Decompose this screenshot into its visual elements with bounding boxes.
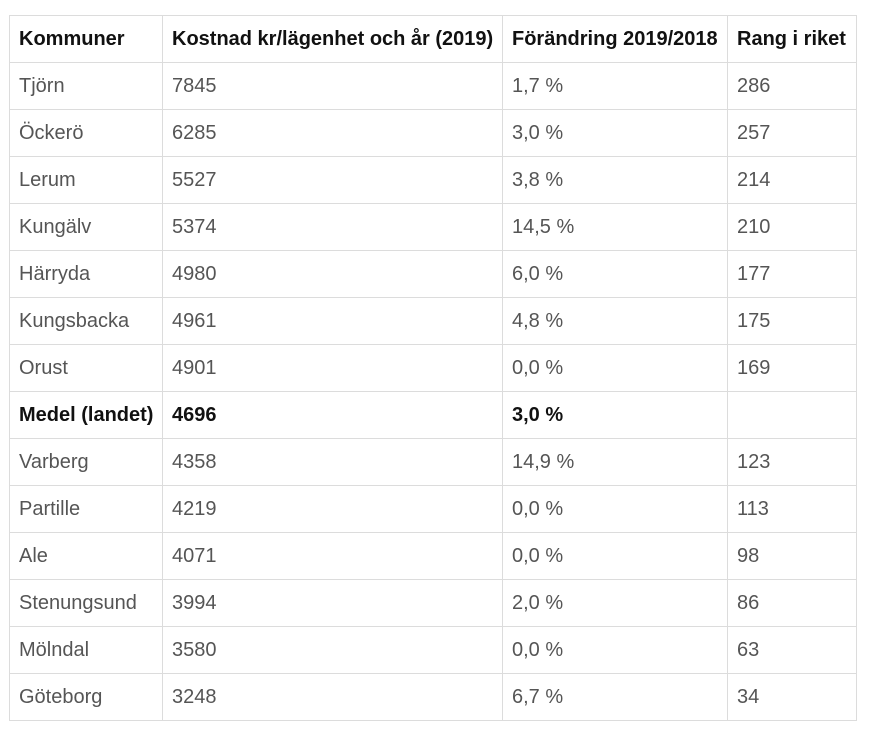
- cell-kommun: Härryda: [9, 250, 163, 298]
- cell-forandring: 2,0 %: [502, 579, 728, 627]
- table-row: Varberg 4358 14,9 % 123: [9, 438, 857, 486]
- cell-kommun: Varberg: [9, 438, 163, 486]
- table-row: Kungsbacka 4961 4,8 % 175: [9, 297, 857, 345]
- table-row: Mölndal 3580 0,0 % 63: [9, 626, 857, 674]
- cell-kommun: Lerum: [9, 156, 163, 204]
- cell-kommun: Orust: [9, 344, 163, 392]
- cell-forandring: 1,7 %: [502, 62, 728, 110]
- cell-kommun: Ale: [9, 532, 163, 580]
- cell-kostnad: 5527: [162, 156, 503, 204]
- cell-kommun: Tjörn: [9, 62, 163, 110]
- table-row: Stenungsund 3994 2,0 % 86: [9, 579, 857, 627]
- cell-rang: 177: [727, 250, 857, 298]
- cell-rang: 214: [727, 156, 857, 204]
- header-kommuner: Kommuner: [9, 15, 163, 63]
- header-forandring: Förändring 2019/2018: [502, 15, 728, 63]
- table-row: Tjörn 7845 1,7 % 286: [9, 62, 857, 110]
- cell-kostnad: 5374: [162, 203, 503, 251]
- cell-kommun: Göteborg: [9, 673, 163, 721]
- table-row: Öckerö 6285 3,0 % 257: [9, 109, 857, 157]
- cell-kommun: Mölndal: [9, 626, 163, 674]
- cell-kostnad: 3994: [162, 579, 503, 627]
- table-row: Lerum 5527 3,8 % 214: [9, 156, 857, 204]
- cell-forandring: 0,0 %: [502, 485, 728, 533]
- cell-rang: 257: [727, 109, 857, 157]
- cell-rang: 169: [727, 344, 857, 392]
- cell-kostnad: 3248: [162, 673, 503, 721]
- cell-forandring: 0,0 %: [502, 626, 728, 674]
- cell-forandring: 4,8 %: [502, 297, 728, 345]
- table-row: Härryda 4980 6,0 % 177: [9, 250, 857, 298]
- header-kostnad: Kostnad kr/lägenhet och år (2019): [162, 15, 503, 63]
- cell-kommun: Partille: [9, 485, 163, 533]
- cell-forandring: 3,0 %: [502, 109, 728, 157]
- cell-rang: 113: [727, 485, 857, 533]
- cell-rang: 34: [727, 673, 857, 721]
- cell-forandring: 14,9 %: [502, 438, 728, 486]
- cell-kostnad: 4696: [162, 391, 503, 439]
- cell-kommun: Stenungsund: [9, 579, 163, 627]
- cell-forandring: 3,0 %: [502, 391, 728, 439]
- kommun-cost-table: Kommuner Kostnad kr/lägenhet och år (201…: [9, 15, 857, 721]
- cell-forandring: 3,8 %: [502, 156, 728, 204]
- table-body: Tjörn 7845 1,7 % 286 Öckerö 6285 3,0 % 257 Lerum…: [9, 62, 857, 721]
- cell-kostnad: 7845: [162, 62, 503, 110]
- cell-forandring: 6,7 %: [502, 673, 728, 721]
- cell-kostnad: 4219: [162, 485, 503, 533]
- cell-kostnad: 4358: [162, 438, 503, 486]
- table-row: Göteborg 3248 6,7 % 34: [9, 673, 857, 721]
- cell-kommun: Kungälv: [9, 203, 163, 251]
- cell-forandring: 0,0 %: [502, 344, 728, 392]
- table-row: Kungälv 5374 14,5 % 210: [9, 203, 857, 251]
- cell-rang: 123: [727, 438, 857, 486]
- cell-rang: 63: [727, 626, 857, 674]
- table-row: Partille 4219 0,0 % 113: [9, 485, 857, 533]
- cell-forandring: 14,5 %: [502, 203, 728, 251]
- cell-kostnad: 4901: [162, 344, 503, 392]
- cell-kostnad: 4961: [162, 297, 503, 345]
- cell-rang: 286: [727, 62, 857, 110]
- cell-kommun: Medel (landet): [9, 391, 163, 439]
- cell-forandring: 6,0 %: [502, 250, 728, 298]
- table-header-row: Kommuner Kostnad kr/lägenhet och år (201…: [9, 15, 857, 63]
- cell-rang: 86: [727, 579, 857, 627]
- header-rang: Rang i riket: [727, 15, 857, 63]
- cell-rang: 175: [727, 297, 857, 345]
- table-row: Ale 4071 0,0 % 98: [9, 532, 857, 580]
- cell-kostnad: 4071: [162, 532, 503, 580]
- cell-kostnad: 6285: [162, 109, 503, 157]
- table-row: Medel (landet) 4696 3,0 %: [9, 391, 857, 439]
- cell-kommun: Öckerö: [9, 109, 163, 157]
- cell-rang: [727, 391, 857, 439]
- table-row: Orust 4901 0,0 % 169: [9, 344, 857, 392]
- cell-kostnad: 3580: [162, 626, 503, 674]
- cell-kostnad: 4980: [162, 250, 503, 298]
- cell-rang: 98: [727, 532, 857, 580]
- cell-rang: 210: [727, 203, 857, 251]
- cell-kommun: Kungsbacka: [9, 297, 163, 345]
- cell-forandring: 0,0 %: [502, 532, 728, 580]
